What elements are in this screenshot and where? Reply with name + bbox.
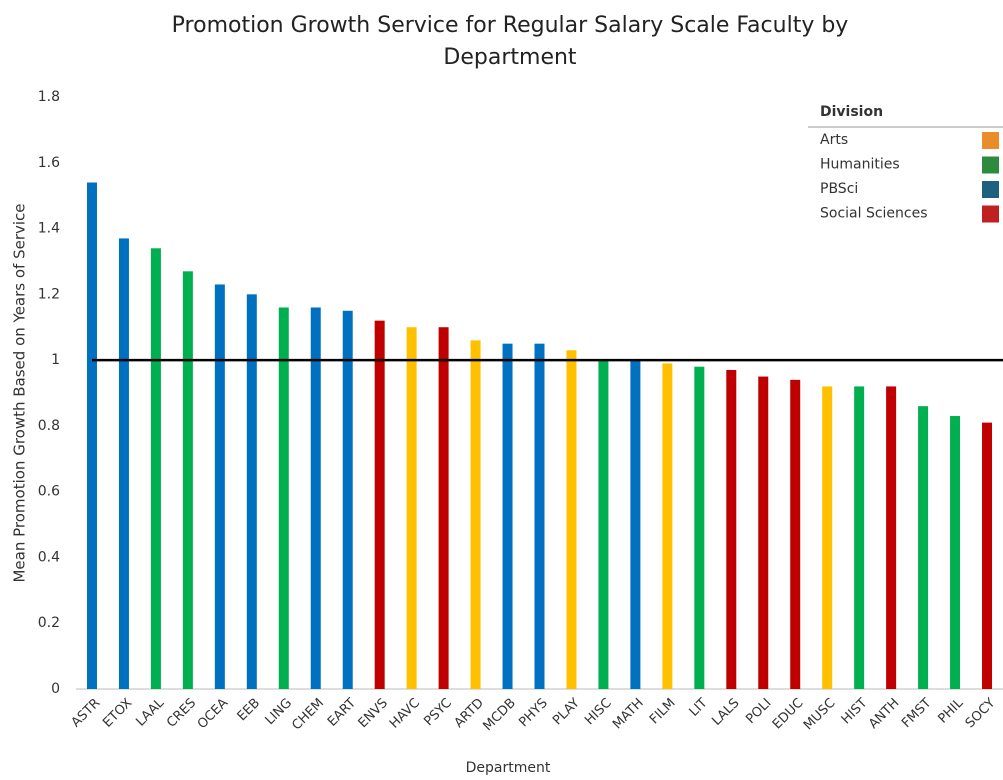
x-tick-label: PHIL <box>935 695 966 726</box>
y-tick-label: 0.4 <box>38 549 60 565</box>
y-tick-label: 1 <box>51 352 60 368</box>
bar <box>278 307 289 689</box>
y-tick-label: 1.4 <box>38 221 60 237</box>
x-tick-label: LIT <box>687 696 711 720</box>
bar <box>374 320 385 689</box>
bar <box>310 307 321 689</box>
x-tick-label: ETOX <box>100 696 135 731</box>
legend-label: Arts <box>820 132 848 148</box>
legend-label: Social Sciences <box>820 206 928 222</box>
bar <box>790 379 801 689</box>
legend-label: Humanities <box>820 157 900 173</box>
bar <box>502 343 513 689</box>
bar <box>694 366 705 689</box>
bar <box>950 416 961 689</box>
x-tick-label: PHYS <box>516 696 551 731</box>
x-tick-label: SOCY <box>963 696 999 732</box>
x-tick-label: PLAY <box>550 696 583 729</box>
bar <box>342 310 353 689</box>
x-tick-label: MCDB <box>480 696 518 734</box>
x-tick-label: HISC <box>582 696 614 728</box>
x-tick-label: EEB <box>235 696 264 725</box>
x-tick-label: LALS <box>709 696 742 729</box>
bar <box>534 343 545 689</box>
y-tick-label: 1.2 <box>38 286 60 302</box>
x-tick-label: FILM <box>647 696 679 728</box>
x-tick-label: HIST <box>839 696 871 728</box>
bar <box>182 271 193 689</box>
legend-swatch <box>982 132 999 149</box>
x-axis-title: Department <box>466 760 551 776</box>
x-tick-label: PSYC <box>421 696 455 730</box>
y-tick-label: 0 <box>51 681 60 697</box>
x-tick-label: EART <box>325 696 359 730</box>
bar <box>246 294 257 689</box>
chart-title: Promotion Growth Service for Regular Sal… <box>171 13 849 70</box>
bar <box>982 422 993 689</box>
bar <box>86 182 97 689</box>
legend-label: PBSci <box>820 181 858 197</box>
bar <box>662 363 673 689</box>
legend-box <box>808 97 1003 230</box>
bar <box>854 386 865 689</box>
x-tick-label: MATH <box>610 696 647 733</box>
bar <box>150 248 161 690</box>
bar <box>566 350 577 689</box>
bar <box>406 327 417 689</box>
y-tick-label: 1.8 <box>38 89 60 105</box>
x-tick-label: CRES <box>164 696 199 731</box>
y-tick-label: 0.2 <box>38 615 60 631</box>
x-tick-label: MUSC <box>801 696 839 734</box>
bar <box>470 340 481 689</box>
legend-swatch <box>982 156 999 174</box>
x-tick-label: ANTH <box>866 696 902 732</box>
x-tick-label: ENVS <box>356 696 391 731</box>
bar <box>214 284 225 689</box>
x-tick-label: LAAL <box>133 695 167 729</box>
legend-swatch <box>982 181 999 198</box>
legend-title: Division <box>820 104 883 120</box>
bar <box>438 327 449 689</box>
bar <box>630 360 641 689</box>
bar <box>758 376 769 689</box>
x-tick-label: EDUC <box>770 696 807 733</box>
y-tick-label: 0.8 <box>38 418 60 434</box>
bar <box>822 386 833 689</box>
bar <box>726 369 737 689</box>
y-tick-label: 1.6 <box>38 155 60 171</box>
x-tick-label: HAVC <box>387 696 423 732</box>
legend-swatch <box>982 205 999 223</box>
y-axis-title: Mean Promotion Growth Based on Years of … <box>11 203 29 582</box>
x-tick-label: CHEM <box>289 696 327 734</box>
y-tick-label: 0.6 <box>38 484 60 500</box>
x-tick-label: OCEA <box>195 696 231 732</box>
bar <box>118 238 129 689</box>
bar <box>918 406 929 689</box>
bar <box>598 360 609 689</box>
bar <box>886 386 897 689</box>
x-tick-label: ASTR <box>69 696 104 731</box>
x-tick-label: FMST <box>899 696 934 731</box>
